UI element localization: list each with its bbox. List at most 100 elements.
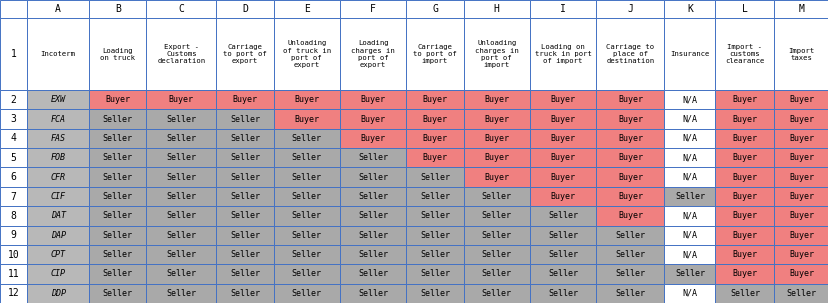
Text: Seller: Seller	[291, 289, 321, 298]
Text: Buyer: Buyer	[484, 115, 508, 124]
Text: Seller: Seller	[103, 192, 132, 201]
Text: Import -
customs
clearance: Import - customs clearance	[724, 44, 763, 64]
Text: Seller: Seller	[166, 153, 196, 162]
Bar	[595, 148, 664, 168]
Bar	[339, 129, 406, 148]
Bar	[463, 129, 529, 148]
Text: Seller: Seller	[229, 211, 260, 220]
Bar	[595, 187, 664, 206]
Bar	[273, 129, 339, 148]
Bar	[216, 225, 273, 245]
Bar	[147, 148, 216, 168]
Text: Seller: Seller	[547, 269, 577, 278]
Bar	[463, 245, 529, 264]
Text: Buyer: Buyer	[484, 173, 508, 181]
Bar	[715, 0, 773, 18]
Text: Seller: Seller	[229, 192, 260, 201]
Text: Seller: Seller	[358, 269, 388, 278]
Text: Seller: Seller	[166, 192, 196, 201]
Bar	[27, 206, 89, 225]
Bar	[0, 18, 27, 90]
Bar	[529, 284, 595, 303]
Bar	[0, 264, 27, 284]
Text: Buyer: Buyer	[617, 192, 642, 201]
Text: Buyer: Buyer	[788, 211, 813, 220]
Text: Buyer: Buyer	[360, 115, 385, 124]
Bar	[406, 0, 463, 18]
Text: Seller: Seller	[103, 211, 132, 220]
Text: Seller: Seller	[291, 231, 321, 240]
Bar	[406, 245, 463, 264]
Bar	[27, 18, 89, 90]
Text: I: I	[560, 4, 566, 14]
Text: Export -
Customs
declaration: Export - Customs declaration	[157, 44, 205, 64]
Bar	[216, 109, 273, 129]
Bar	[0, 129, 27, 148]
Bar	[339, 18, 406, 90]
Text: Buyer: Buyer	[617, 211, 642, 220]
Bar	[595, 284, 664, 303]
Bar	[273, 168, 339, 187]
Bar	[339, 109, 406, 129]
Bar	[339, 225, 406, 245]
Bar	[147, 264, 216, 284]
Text: Seller: Seller	[729, 289, 759, 298]
Bar	[147, 90, 216, 109]
Bar	[339, 148, 406, 168]
Text: Buyer: Buyer	[422, 95, 447, 104]
Text: E: E	[304, 4, 310, 14]
Bar	[529, 18, 595, 90]
Bar	[406, 148, 463, 168]
Bar	[664, 187, 715, 206]
Text: Seller: Seller	[103, 269, 132, 278]
Bar	[89, 264, 147, 284]
Bar	[89, 206, 147, 225]
Text: Seller: Seller	[229, 153, 260, 162]
Text: Seller: Seller	[229, 269, 260, 278]
Bar	[463, 284, 529, 303]
Text: Buyer: Buyer	[550, 153, 575, 162]
Bar	[273, 90, 339, 109]
Text: Buyer: Buyer	[788, 250, 813, 259]
Text: Seller: Seller	[674, 269, 704, 278]
Text: Seller: Seller	[166, 250, 196, 259]
Bar	[0, 245, 27, 264]
Text: Seller: Seller	[291, 173, 321, 181]
Text: Buyer: Buyer	[731, 192, 757, 201]
Bar	[664, 245, 715, 264]
Text: Buyer: Buyer	[731, 115, 757, 124]
Bar	[463, 225, 529, 245]
Text: Seller: Seller	[358, 211, 388, 220]
Bar	[463, 148, 529, 168]
Text: Buyer: Buyer	[422, 153, 447, 162]
Bar	[715, 90, 773, 109]
Bar	[715, 148, 773, 168]
Bar	[463, 18, 529, 90]
Bar	[27, 225, 89, 245]
Bar	[216, 129, 273, 148]
Bar	[89, 225, 147, 245]
Text: Loading
charges in
port of
export: Loading charges in port of export	[351, 41, 394, 68]
Text: Buyer: Buyer	[617, 134, 642, 143]
Text: Buyer: Buyer	[550, 173, 575, 181]
Text: Seller: Seller	[358, 192, 388, 201]
Bar	[273, 148, 339, 168]
Bar	[273, 225, 339, 245]
Text: Seller: Seller	[674, 192, 704, 201]
Text: Seller: Seller	[358, 153, 388, 162]
Text: C: C	[178, 4, 184, 14]
Text: Seller: Seller	[420, 211, 450, 220]
Bar	[89, 90, 147, 109]
Bar	[773, 90, 828, 109]
Text: Seller: Seller	[420, 250, 450, 259]
Bar	[715, 264, 773, 284]
Text: Seller: Seller	[291, 192, 321, 201]
Bar	[664, 264, 715, 284]
Text: Buyer: Buyer	[788, 115, 813, 124]
Text: CIF: CIF	[51, 192, 65, 201]
Text: Buyer: Buyer	[484, 134, 508, 143]
Bar	[529, 264, 595, 284]
Bar	[773, 148, 828, 168]
Bar	[216, 148, 273, 168]
Bar	[0, 225, 27, 245]
